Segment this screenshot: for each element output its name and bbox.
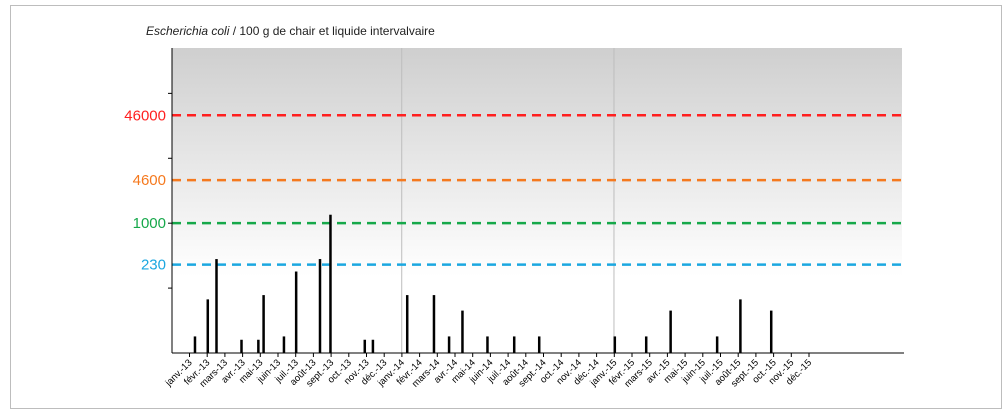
bar-4 — [257, 339, 260, 353]
chart-title: Escherichia coli / 100 g de chair et liq… — [146, 24, 435, 38]
chart-title-unit: / 100 g de chair et liquide intervalvair… — [229, 24, 435, 38]
bar-16 — [486, 336, 489, 353]
bar-21 — [669, 310, 672, 353]
bar-14 — [447, 336, 451, 353]
bar-9 — [329, 214, 332, 353]
threshold-label-4600: 4600 — [133, 172, 166, 189]
bar-24 — [769, 310, 773, 353]
bar-8 — [318, 259, 322, 353]
bar-12 — [405, 295, 409, 353]
bar-6 — [282, 336, 286, 353]
threshold-label-230: 230 — [141, 257, 166, 274]
bar-11 — [371, 339, 375, 353]
bar-15 — [461, 310, 464, 353]
bar-5 — [262, 295, 265, 353]
bar-18 — [537, 336, 541, 353]
bar-3 — [240, 339, 243, 353]
bar-7 — [294, 271, 298, 353]
bar-1 — [206, 299, 210, 353]
bar-23 — [739, 299, 742, 353]
bar-22 — [715, 336, 719, 353]
bar-19 — [613, 336, 617, 353]
threshold-label-46000: 46000 — [124, 107, 166, 124]
bar-0 — [193, 336, 197, 353]
bar-20 — [644, 336, 648, 353]
bar-13 — [432, 295, 436, 353]
plot-area — [172, 48, 902, 353]
threshold-label-1000: 1000 — [133, 215, 166, 232]
chart-title-species: Escherichia coli — [146, 24, 230, 38]
bar-17 — [512, 336, 516, 353]
bar-2 — [215, 259, 218, 353]
bar-10 — [363, 339, 367, 353]
